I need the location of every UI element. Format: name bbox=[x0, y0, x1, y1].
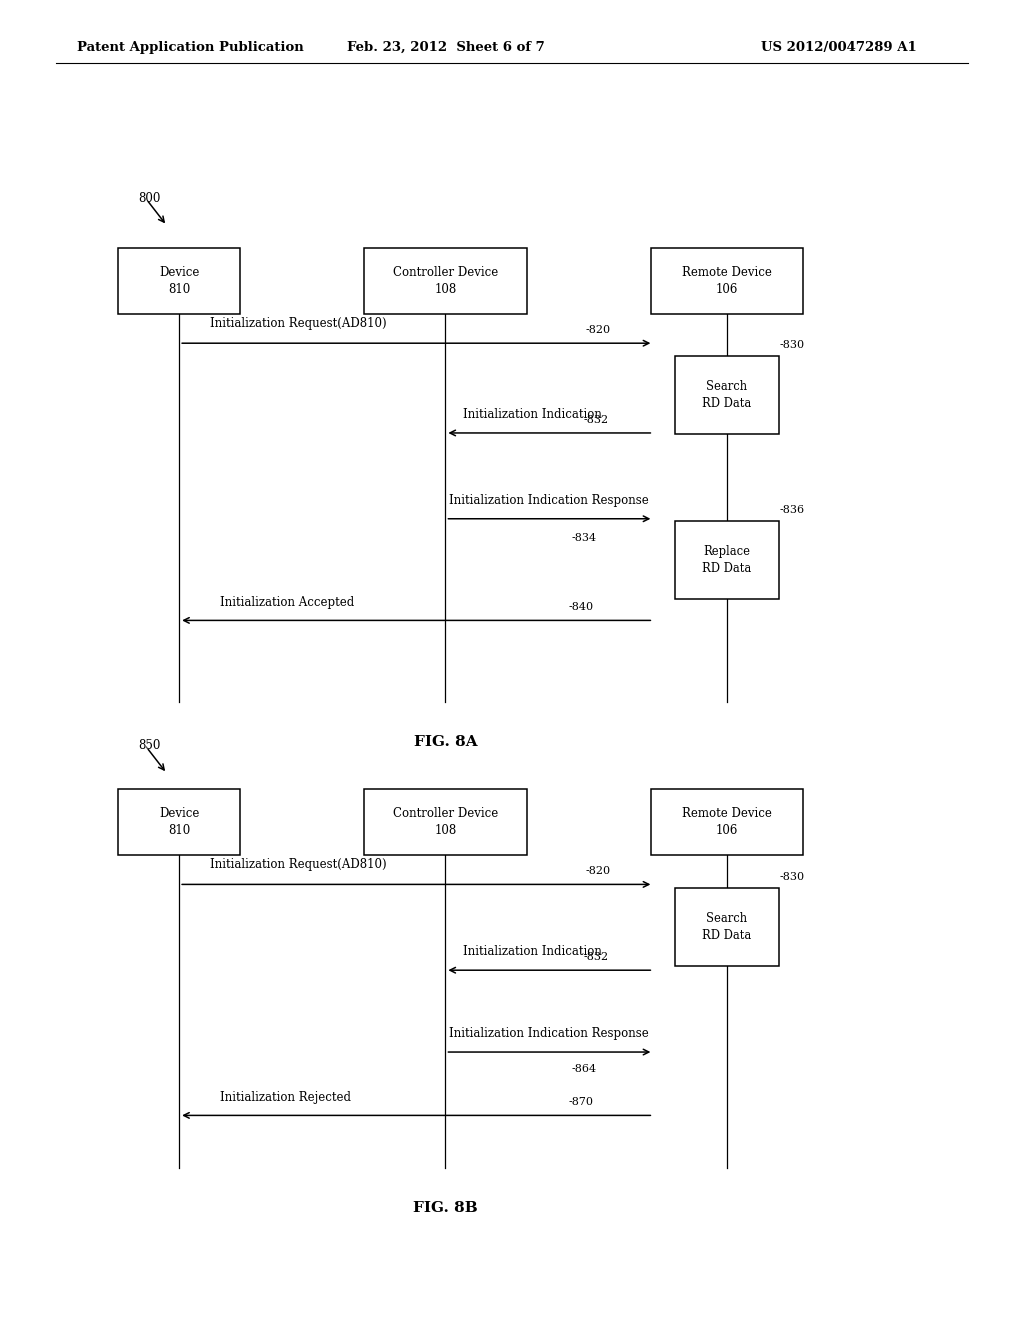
Text: Replace
RD Data: Replace RD Data bbox=[702, 545, 752, 574]
Text: US 2012/0047289 A1: US 2012/0047289 A1 bbox=[761, 41, 916, 54]
Text: Controller Device
108: Controller Device 108 bbox=[393, 808, 498, 837]
Text: -864: -864 bbox=[571, 1064, 597, 1074]
Text: Device
810: Device 810 bbox=[159, 808, 200, 837]
FancyBboxPatch shape bbox=[675, 888, 779, 966]
FancyBboxPatch shape bbox=[118, 248, 240, 314]
Text: -836: -836 bbox=[779, 506, 805, 516]
Text: -840: -840 bbox=[568, 602, 594, 612]
Text: Initialization Indication Response: Initialization Indication Response bbox=[449, 494, 648, 507]
Text: -834: -834 bbox=[571, 532, 597, 543]
Text: Initialization Indication Response: Initialization Indication Response bbox=[449, 1027, 648, 1040]
Text: -820: -820 bbox=[586, 325, 611, 335]
Text: Feb. 23, 2012  Sheet 6 of 7: Feb. 23, 2012 Sheet 6 of 7 bbox=[346, 41, 545, 54]
Text: Initialization Indication: Initialization Indication bbox=[463, 408, 602, 421]
Text: -832: -832 bbox=[584, 952, 609, 962]
FancyBboxPatch shape bbox=[365, 248, 526, 314]
FancyBboxPatch shape bbox=[118, 789, 240, 855]
Text: Patent Application Publication: Patent Application Publication bbox=[77, 41, 303, 54]
FancyBboxPatch shape bbox=[675, 521, 779, 599]
Text: Initialization Accepted: Initialization Accepted bbox=[220, 595, 354, 609]
Text: -870: -870 bbox=[568, 1097, 593, 1107]
Text: Device
810: Device 810 bbox=[159, 267, 200, 296]
Text: FIG. 8A: FIG. 8A bbox=[414, 735, 477, 750]
Text: Initialization Rejected: Initialization Rejected bbox=[220, 1090, 351, 1104]
FancyBboxPatch shape bbox=[651, 789, 803, 855]
Text: -830: -830 bbox=[779, 341, 805, 351]
Text: Initialization Indication: Initialization Indication bbox=[463, 945, 602, 958]
FancyBboxPatch shape bbox=[651, 248, 803, 314]
Text: Remote Device
106: Remote Device 106 bbox=[682, 267, 772, 296]
Text: -820: -820 bbox=[586, 866, 611, 876]
Text: FIG. 8B: FIG. 8B bbox=[413, 1201, 478, 1216]
Text: Initialization Request(AD810): Initialization Request(AD810) bbox=[210, 317, 386, 330]
Text: Initialization Request(AD810): Initialization Request(AD810) bbox=[210, 858, 386, 871]
Text: Search
RD Data: Search RD Data bbox=[702, 380, 752, 409]
FancyBboxPatch shape bbox=[675, 356, 779, 433]
Text: -832: -832 bbox=[584, 414, 609, 425]
Text: 850: 850 bbox=[138, 739, 161, 752]
Text: Controller Device
108: Controller Device 108 bbox=[393, 267, 498, 296]
Text: -830: -830 bbox=[779, 873, 805, 882]
Text: Search
RD Data: Search RD Data bbox=[702, 912, 752, 941]
Text: 800: 800 bbox=[138, 191, 161, 205]
FancyBboxPatch shape bbox=[365, 789, 526, 855]
Text: Remote Device
106: Remote Device 106 bbox=[682, 808, 772, 837]
